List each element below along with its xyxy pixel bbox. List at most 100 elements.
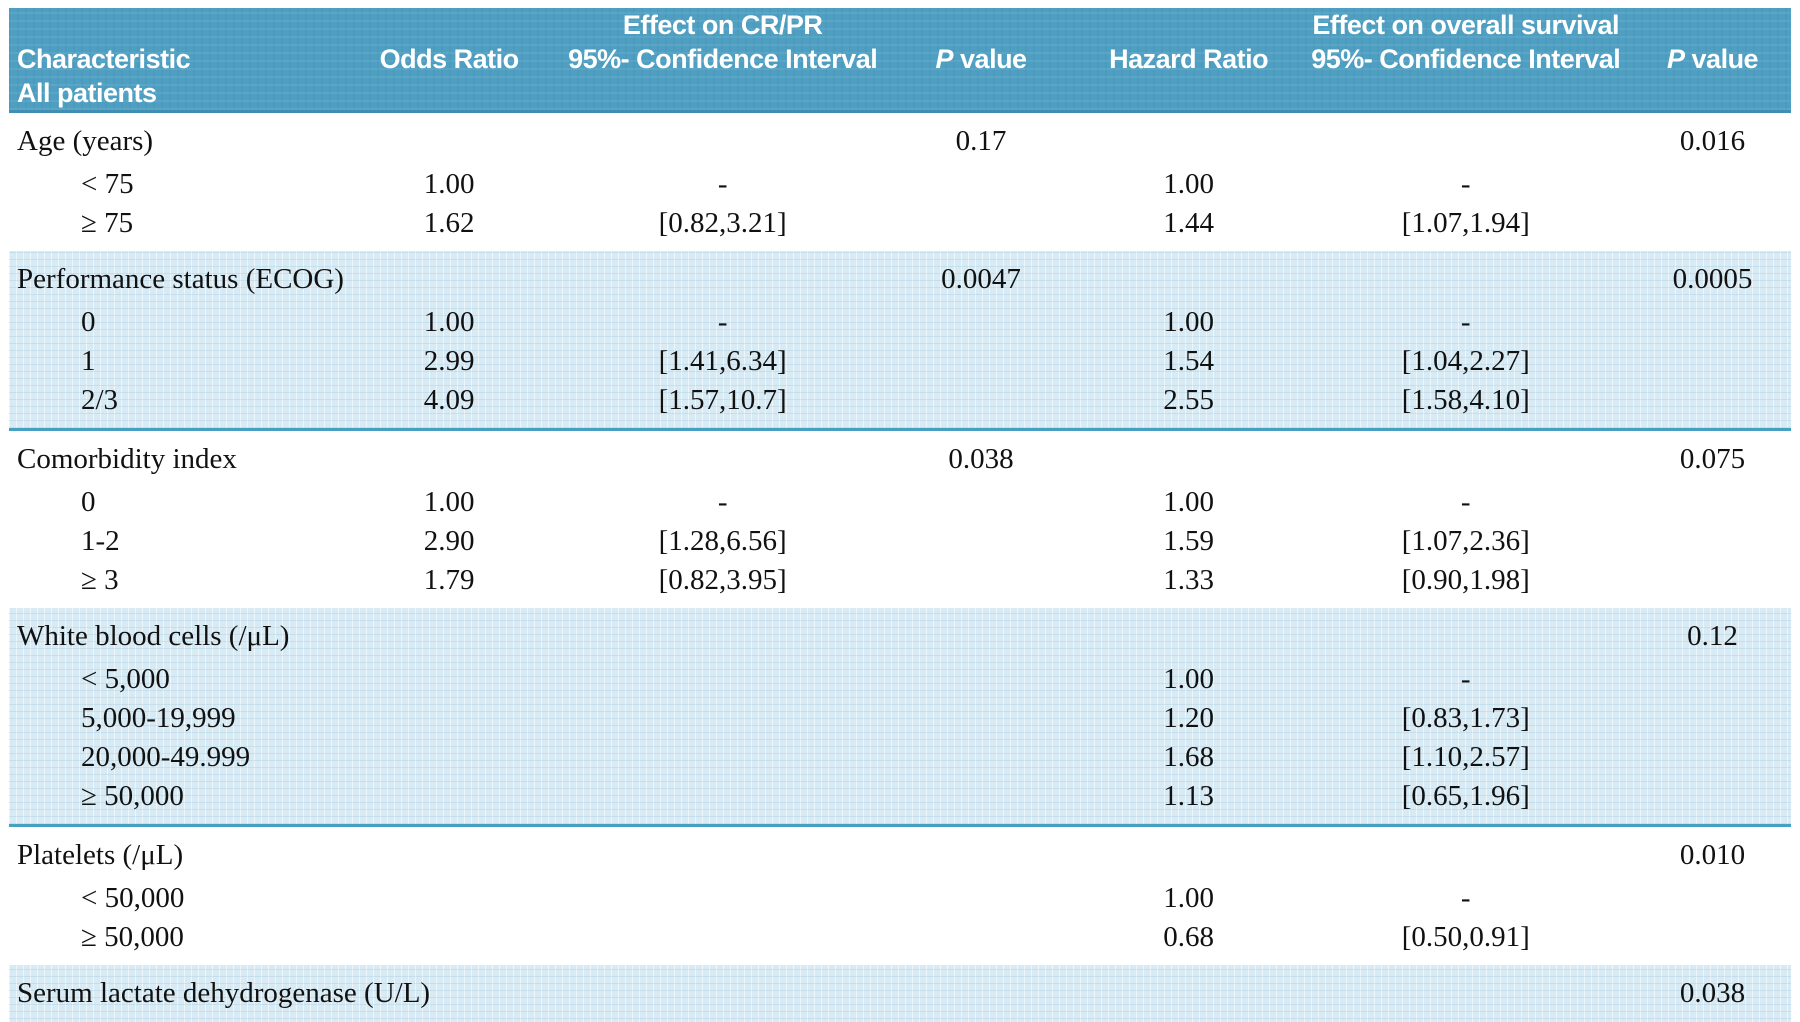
category-row: Comorbidity index 0.038 0.075 — [9, 435, 1791, 483]
table-section: White blood cells (/μL) 0.12 < 5,000 1.0… — [9, 608, 1791, 827]
row-label: 1 — [81, 345, 96, 377]
hazard-ratio-value: 1.20 — [1163, 702, 1215, 734]
p-value-os: 0.016 — [1679, 124, 1746, 157]
hazard-ratio-value: 1.13 — [1163, 780, 1215, 812]
table-section: Age (years) 0.17 0.016 < 75 1.00 - 1.00 … — [9, 113, 1791, 251]
table-row: 0 1.00 - 1.00 - — [9, 483, 1791, 522]
header-crpr-cell: Effect on CR/PR 95%- Confidence Interval — [563, 8, 882, 110]
p-value-os: 0.12 — [1687, 619, 1738, 652]
header-odds-ratio: Odds Ratio — [379, 43, 520, 74]
category-row: Performance status (ECOG) 0.0047 0.0005 — [9, 255, 1791, 303]
ci-crpr-value: [0.82,3.21] — [658, 207, 787, 239]
table-body: Age (years) 0.17 0.016 < 75 1.00 - 1.00 … — [9, 113, 1791, 1022]
hazard-ratio-value: 0.68 — [1163, 921, 1215, 953]
table-row: ≥ 75 1.62 [0.82,3.21] 1.44 [1.07,1.94] — [9, 204, 1791, 243]
hazard-ratio-value: 2.55 — [1163, 384, 1215, 416]
header-pvalue-crpr-cell: P value — [882, 8, 1080, 110]
ci-os-value: [0.90,1.98] — [1401, 564, 1530, 596]
table-section: Performance status (ECOG) 0.0047 0.0005 … — [9, 251, 1791, 431]
p-value-os: 0.0005 — [1672, 262, 1753, 295]
row-label: ≥ 50,000 — [81, 921, 184, 953]
p-value-os: 0.010 — [1679, 838, 1746, 871]
header-odds-ratio-cell: Odds Ratio — [335, 8, 563, 110]
table-row: 2/3 4.09 [1.57,10.7] 2.55 [1.58,4.10] — [9, 381, 1791, 420]
ci-os-value: [1.07,2.36] — [1401, 525, 1530, 557]
hazard-ratio-value: 1.00 — [1163, 486, 1215, 518]
p-value-os: 0.038 — [1679, 976, 1746, 1009]
ci-os-value: [1.04,2.27] — [1401, 345, 1530, 377]
ci-crpr-value: [1.57,10.7] — [658, 384, 787, 416]
category-row: Platelets (/μL) 0.010 — [9, 831, 1791, 879]
header-hazard-ratio: Hazard Ratio — [1109, 43, 1269, 74]
p-value-crpr: 0.0047 — [941, 262, 1021, 295]
row-label: 20,000-49.999 — [81, 741, 251, 773]
table-section: Comorbidity index 0.038 0.075 0 1.00 - 1… — [9, 431, 1791, 608]
odds-ratio-value: 1.00 — [423, 306, 475, 338]
ci-os-value: - — [1460, 168, 1471, 200]
table-row: 5,000-19,999 1.20 [0.83,1.73] — [9, 699, 1791, 738]
ci-crpr-value: - — [717, 486, 728, 518]
hazard-ratio-value: 1.68 — [1163, 741, 1215, 773]
ci-crpr-value: - — [717, 306, 728, 338]
odds-ratio-value: 4.09 — [423, 384, 475, 416]
ci-crpr-value: [1.28,6.56] — [658, 525, 787, 557]
header-characteristic-cell: Characteristic All patients — [9, 8, 335, 110]
table-row: ≥ 50,000 0.68 [0.50,0.91] — [9, 918, 1791, 957]
hazard-ratio-value: 1.44 — [1163, 207, 1215, 239]
p-value-crpr: 0.17 — [955, 124, 1007, 157]
row-label: 0 — [81, 306, 96, 338]
header-all-patients: All patients — [17, 77, 157, 108]
table-row: 0 1.00 - 1.00 - — [9, 303, 1791, 342]
table-section: Platelets (/μL) 0.010 < 50,000 1.00 - ≥ … — [9, 827, 1791, 965]
odds-ratio-value: 1.62 — [423, 207, 475, 239]
hazard-ratio-value: 1.00 — [1163, 306, 1215, 338]
ci-crpr-value: - — [717, 168, 728, 200]
row-label: 0 — [81, 486, 96, 518]
table-header: Characteristic All patients Odds Ratio E… — [9, 8, 1791, 113]
row-label: ≥ 3 — [81, 564, 119, 596]
hazard-ratio-value: 1.00 — [1163, 663, 1215, 695]
row-label: 2/3 — [81, 384, 119, 416]
table-row: < 75 1.00 - 1.00 - — [9, 165, 1791, 204]
odds-ratio-value: 2.99 — [423, 345, 475, 377]
ci-os-value: [1.10,2.57] — [1401, 741, 1530, 773]
header-os-cell: Effect on overall survival 95%- Confiden… — [1297, 8, 1634, 110]
ci-os-value: [0.83,1.73] — [1401, 702, 1530, 734]
ci-os-value: [0.65,1.96] — [1401, 780, 1530, 812]
hazard-ratio-value: 1.59 — [1163, 525, 1215, 557]
ci-os-value: - — [1297, 1020, 1634, 1022]
category-label: Comorbidity index — [17, 442, 237, 475]
category-row: Age (years) 0.17 0.016 — [9, 117, 1791, 165]
category-row: Serum lactate dehydrogenase (U/L) 0.038 — [9, 969, 1791, 1017]
header-ci-os: 95%- Confidence Interval — [1311, 43, 1621, 74]
table-row: < 300 1.00 - — [9, 1017, 1791, 1022]
row-label: < 50,000 — [81, 882, 185, 914]
header-ci-crpr: 95%- Confidence Interval — [568, 43, 878, 74]
row-label: ≥ 75 — [81, 207, 134, 239]
p-value-os: 0.075 — [1679, 442, 1746, 475]
header-group-crpr: Effect on CR/PR — [622, 9, 823, 40]
category-label: Platelets (/μL) — [17, 838, 184, 871]
odds-ratio-value: 1.00 — [423, 486, 475, 518]
category-label: Serum lactate dehydrogenase (U/L) — [17, 976, 431, 1009]
table-section: Serum lactate dehydrogenase (U/L) 0.038 … — [9, 965, 1791, 1022]
hazard-ratio-value: 1.33 — [1163, 564, 1215, 596]
hazard-ratio-value: 1.00 — [1080, 1020, 1297, 1022]
header-pvalue-os: P value — [1667, 43, 1759, 74]
ci-os-value: - — [1460, 882, 1471, 914]
ci-os-value: [1.58,4.10] — [1401, 384, 1530, 416]
header-characteristic: Characteristic — [17, 43, 191, 74]
ci-os-value: - — [1460, 486, 1471, 518]
row-label: 1-2 — [81, 525, 120, 557]
odds-ratio-value: 1.00 — [423, 168, 475, 200]
row-label: < 75 — [81, 168, 134, 200]
table-row: 1 2.99 [1.41,6.34] 1.54 [1.04,2.27] — [9, 342, 1791, 381]
odds-ratio-value: 2.90 — [423, 525, 475, 557]
category-label: White blood cells (/μL) — [17, 619, 290, 652]
ci-os-value: - — [1460, 663, 1471, 695]
category-label: Age (years) — [17, 124, 154, 157]
header-hazard-ratio-cell: Hazard Ratio — [1080, 8, 1297, 110]
table-row: < 50,000 1.00 - — [9, 879, 1791, 918]
row-label: < 5,000 — [81, 663, 170, 695]
